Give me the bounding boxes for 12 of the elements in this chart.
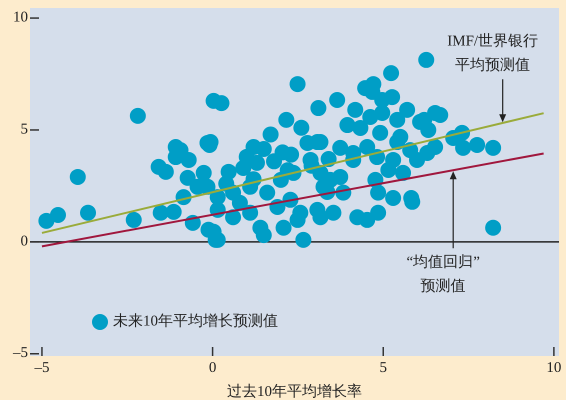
- legend-label: 未来10年平均增长预测值: [113, 312, 278, 330]
- x-tick-label: 5: [379, 360, 387, 376]
- annotation: “均值回归”预测值: [406, 253, 480, 294]
- y-tick-label: 10: [13, 10, 28, 26]
- y-tick-label: 0: [20, 233, 28, 250]
- x-tick-label: 10: [546, 360, 562, 376]
- x-axis-title: 过去10年平均增长率: [227, 383, 362, 400]
- y-tick-label: –5: [12, 345, 28, 362]
- x-tick-label: –5: [33, 360, 50, 376]
- annotation: IMF/世界银行平均预测值: [447, 32, 538, 74]
- y-tick-label: 5: [20, 121, 28, 138]
- x-tick-label: 0: [208, 360, 216, 376]
